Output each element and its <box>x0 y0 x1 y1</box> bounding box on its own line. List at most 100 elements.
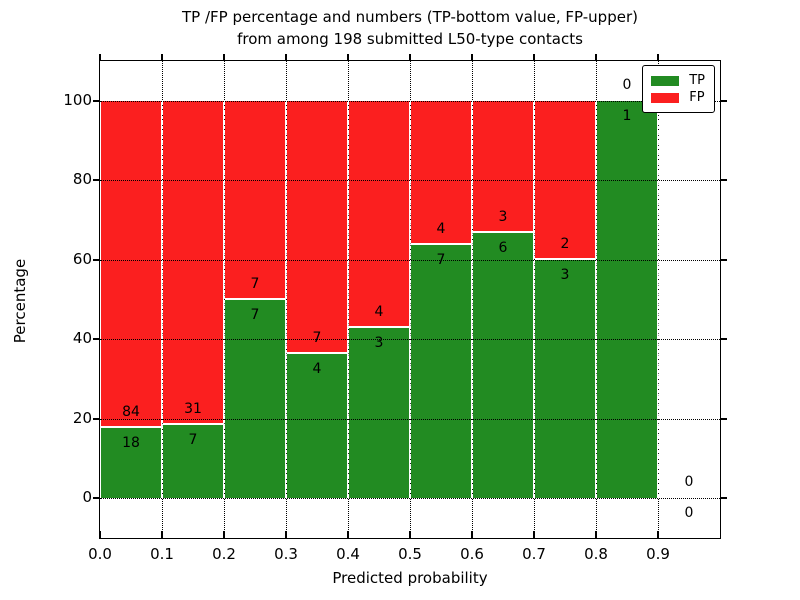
x-tick-label-0.2: 0.2 <box>212 545 236 563</box>
legend-entry-fp: FP <box>651 89 705 106</box>
y-tick-right-40 <box>720 338 727 341</box>
x-tick-bottom-0.3 <box>285 531 287 538</box>
bar-fp-6 <box>473 100 533 232</box>
plot-area: TP FP 84 18 31 7 7 7 7 4 4 3 4 7 3 6 2 3 0 1 0 0 <box>93 54 727 539</box>
bar-label-fp-4: 4 <box>374 303 384 320</box>
bar-tp-2 <box>225 299 285 499</box>
y-tick-left-100 <box>93 99 100 102</box>
x-tick-bottom-0.0 <box>99 531 101 538</box>
legend-entry-tp: TP <box>651 72 705 89</box>
bar-tp-4 <box>349 327 409 499</box>
y-tick-left-0 <box>93 497 100 500</box>
bar-label-fp-9: 0 <box>684 474 694 491</box>
bar-label-fp-1: 31 <box>184 401 202 418</box>
bar-label-tp-0: 18 <box>122 435 140 452</box>
x-tick-label-0.1: 0.1 <box>150 545 174 563</box>
y-tick-left-20 <box>93 417 100 420</box>
bar-label-tp-5: 7 <box>436 252 446 269</box>
x-tick-bottom-0.2 <box>223 531 225 538</box>
y-tick-label-100: 100 <box>63 90 92 109</box>
bar-fp-7 <box>535 100 595 258</box>
y-tick-left-60 <box>93 258 100 261</box>
gridline-y-20 <box>100 418 720 420</box>
bar-label-tp-2: 7 <box>250 306 260 323</box>
chart-title-line1: TP /FP percentage and numbers (TP-bottom… <box>182 8 638 26</box>
legend: TP FP <box>642 65 715 113</box>
y-tick-label-40: 40 <box>72 329 92 348</box>
bar-label-fp-3: 7 <box>312 329 322 346</box>
bar-label-tp-1: 7 <box>188 432 198 449</box>
bar-label-tp-6: 6 <box>498 240 508 257</box>
bar-label-fp-2: 7 <box>250 275 260 292</box>
gridline-y-0 <box>100 498 720 500</box>
x-tick-top-0.2 <box>223 54 225 61</box>
bar-label-tp-7: 3 <box>560 266 570 283</box>
x-tick-label-0.4: 0.4 <box>336 545 360 563</box>
bar-fp-4 <box>349 100 409 326</box>
y-tick-right-0 <box>720 497 727 500</box>
gridline-y-40 <box>100 339 720 341</box>
bar-fp-0 <box>101 100 161 427</box>
bar-boundary-5 <box>410 100 411 499</box>
bar-label-fp-6: 3 <box>498 209 508 226</box>
bar-tp-7 <box>535 259 595 499</box>
x-tick-label-0.6: 0.6 <box>460 545 484 563</box>
x-tick-bottom-0.8 <box>595 531 597 538</box>
bar-tp-3 <box>287 353 347 499</box>
x-tick-top-0.5 <box>409 54 411 61</box>
y-tick-label-80: 80 <box>72 170 92 189</box>
y-tick-left-80 <box>93 179 100 182</box>
chart-title-line2: from among 198 submitted L50-type contac… <box>237 30 583 48</box>
x-tick-top-0.9 <box>657 54 659 61</box>
y-tick-label-0: 0 <box>82 488 92 507</box>
bar-fp-5 <box>411 100 471 244</box>
x-tick-label-0.0: 0.0 <box>88 545 112 563</box>
legend-label-tp: TP <box>689 73 705 88</box>
x-tick-top-0.6 <box>471 54 473 61</box>
bar-tp-1 <box>163 425 223 499</box>
bar-boundary-9 <box>658 100 659 499</box>
bar-boundary-8 <box>596 100 597 499</box>
x-tick-label-0.5: 0.5 <box>398 545 422 563</box>
x-tick-bottom-0.6 <box>471 531 473 538</box>
x-axis-label: Predicted probability <box>332 569 488 587</box>
x-tick-top-0.4 <box>347 54 349 61</box>
bar-label-fp-5: 4 <box>436 221 446 238</box>
x-tick-top-0.8 <box>595 54 597 61</box>
x-tick-bottom-0.9 <box>657 531 659 538</box>
bar-fp-1 <box>163 100 223 424</box>
gridline-y-60 <box>100 259 720 261</box>
y-tick-right-80 <box>720 179 727 182</box>
gridline-y-100 <box>100 100 720 102</box>
chart-title: TP /FP percentage and numbers (TP-bottom… <box>100 6 720 50</box>
bar-tp-8 <box>597 100 657 499</box>
x-tick-bottom-0.4 <box>347 531 349 538</box>
bar-boundary-1 <box>162 100 163 499</box>
bar-tp-5 <box>411 245 471 499</box>
bar-boundary-3 <box>286 100 287 499</box>
x-tick-top-0.7 <box>533 54 535 61</box>
bar-label-tp-3: 4 <box>312 360 322 377</box>
bar-label-fp-8: 0 <box>622 76 632 93</box>
bar-boundary-7 <box>534 100 535 499</box>
bar-fp-3 <box>287 100 347 352</box>
y-tick-label-60: 60 <box>72 249 92 268</box>
legend-swatch-tp <box>651 75 680 86</box>
y-tick-right-60 <box>720 258 727 261</box>
bar-label-tp-9: 0 <box>684 505 694 522</box>
x-tick-label-0.9: 0.9 <box>646 545 670 563</box>
x-tick-label-0.3: 0.3 <box>274 545 298 563</box>
bar-boundary-2 <box>224 100 225 499</box>
x-tick-label-0.8: 0.8 <box>584 545 608 563</box>
bar-label-fp-0: 84 <box>122 404 140 421</box>
bar-label-tp-8: 1 <box>622 107 632 124</box>
x-tick-top-0.3 <box>285 54 287 61</box>
x-tick-label-0.7: 0.7 <box>522 545 546 563</box>
y-tick-label-20: 20 <box>72 408 92 427</box>
x-tick-top-0.0 <box>99 54 101 61</box>
x-tick-bottom-0.1 <box>161 531 163 538</box>
bar-tp-6 <box>473 233 533 499</box>
y-tick-right-100 <box>720 99 727 102</box>
bar-label-tp-4: 3 <box>374 334 384 351</box>
